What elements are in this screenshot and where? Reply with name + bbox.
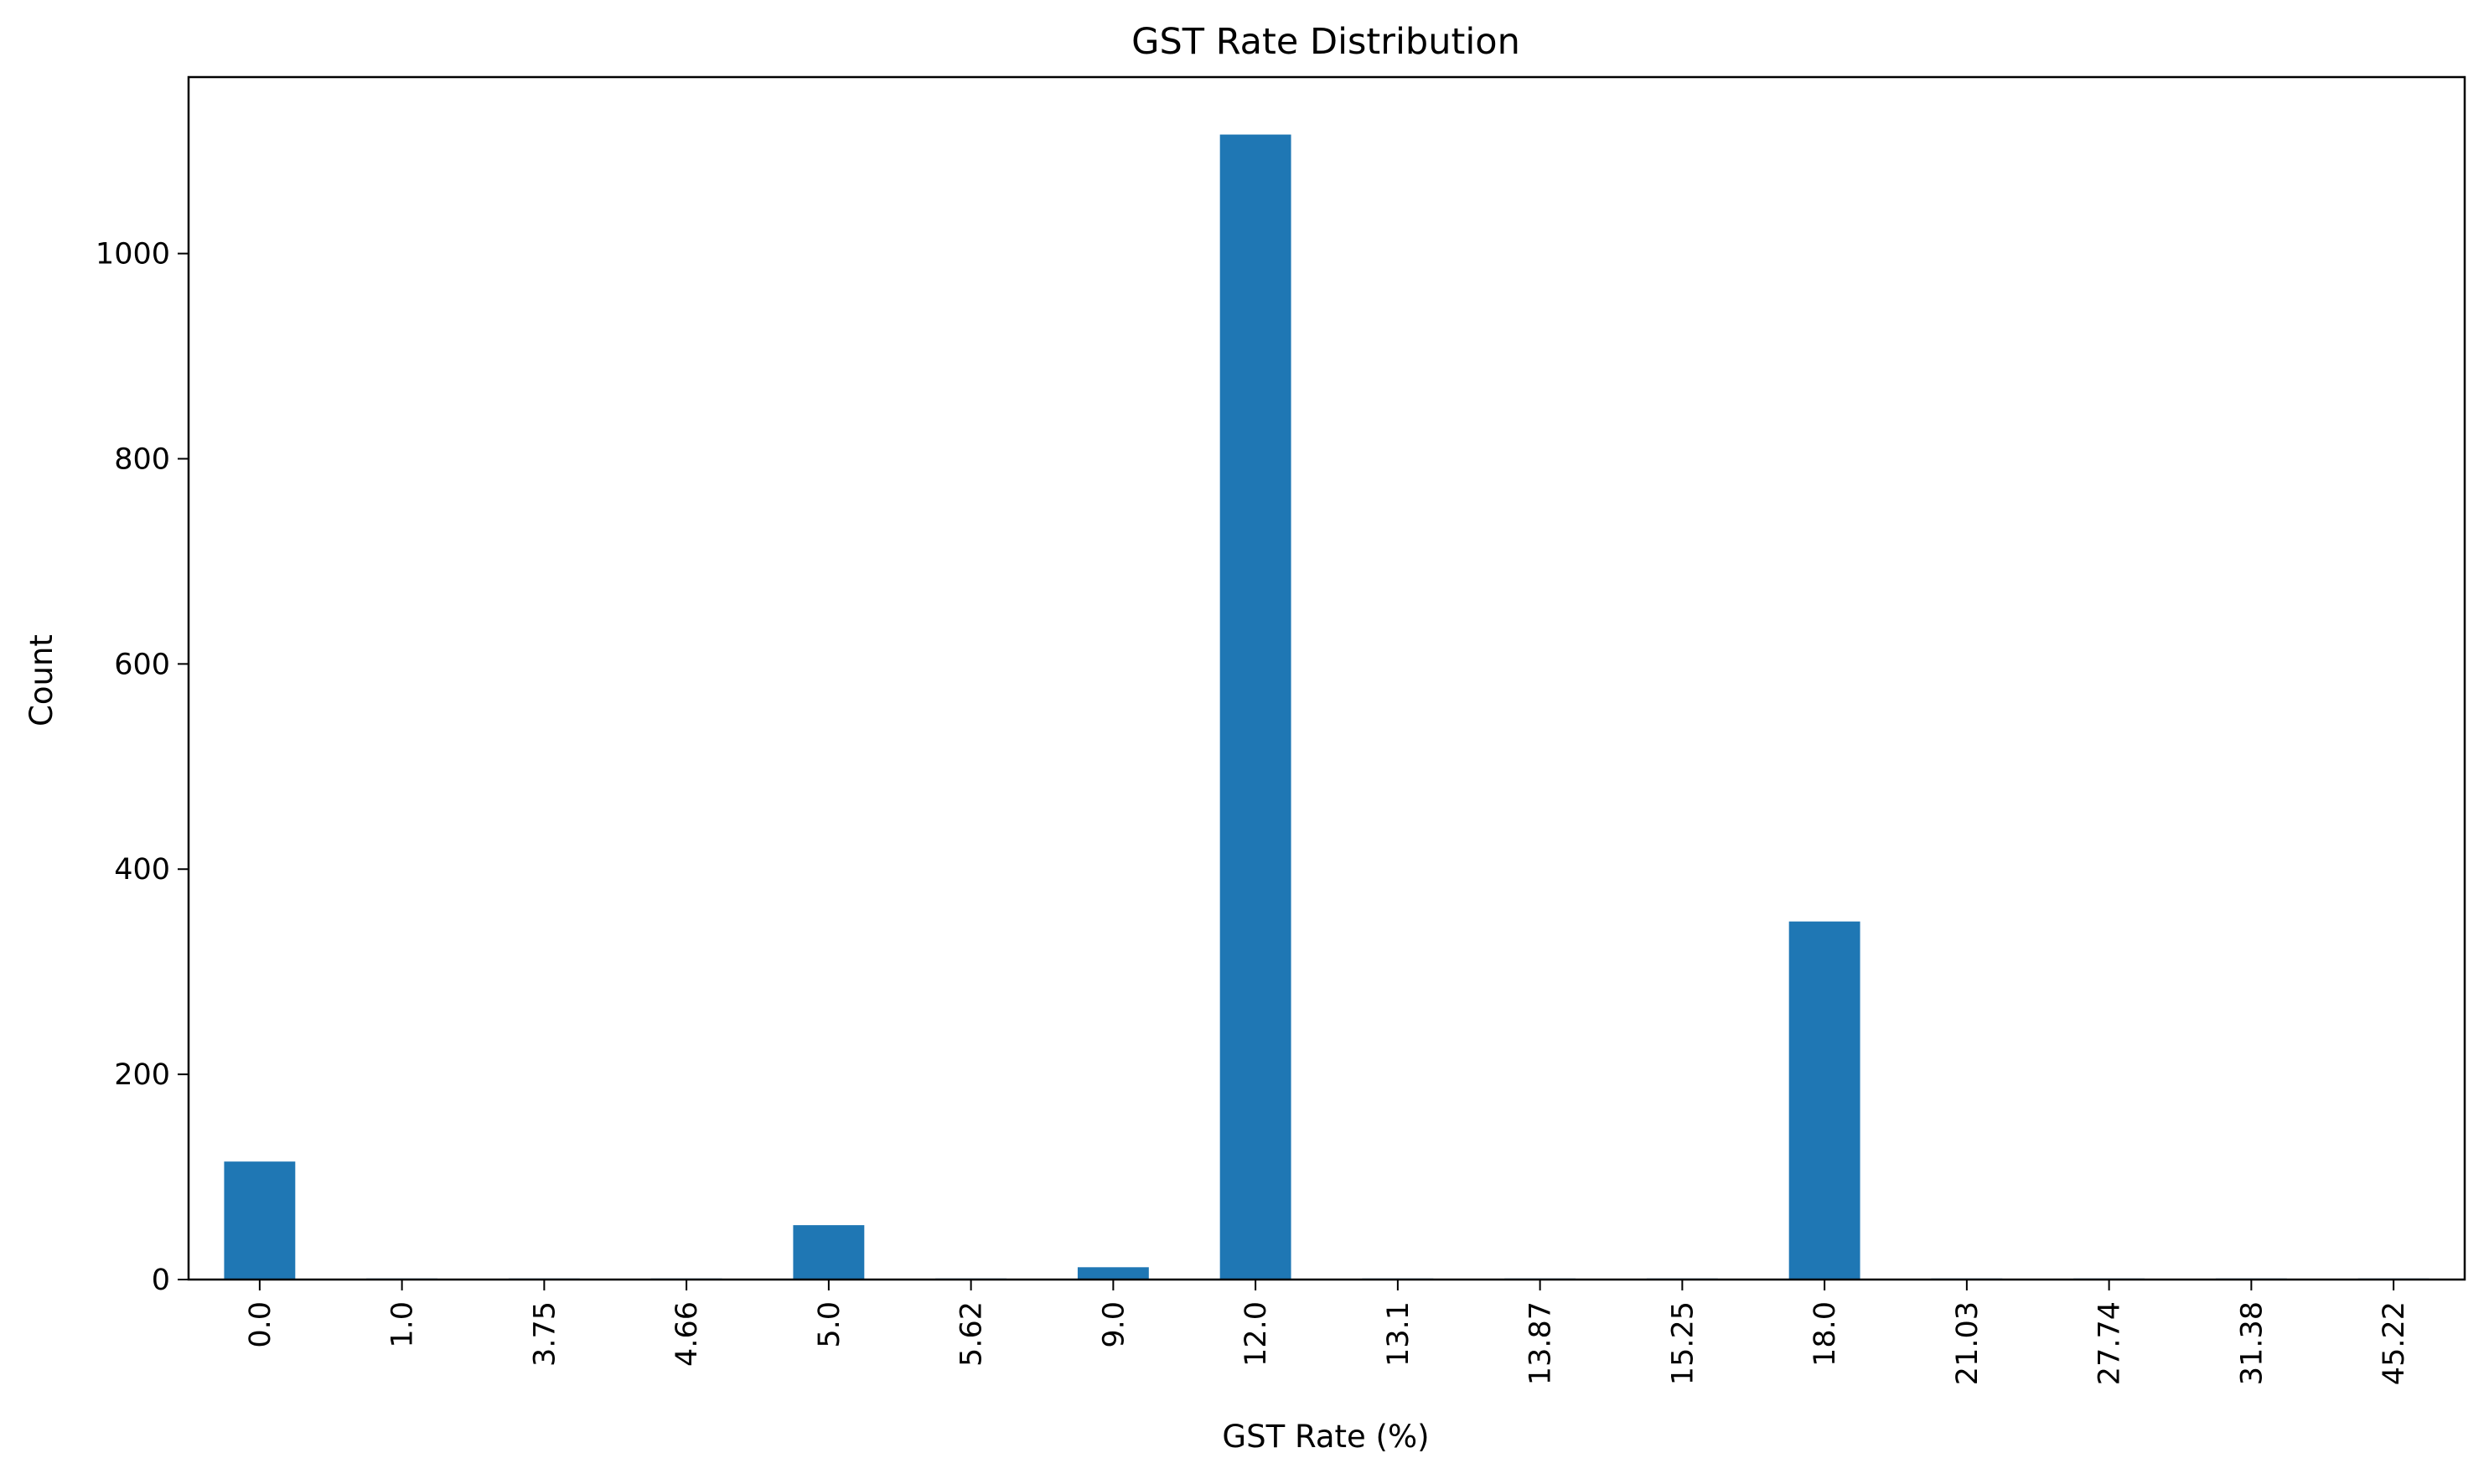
x-tick-label: 18.0 — [1809, 1301, 1842, 1367]
x-tick-label: 9.0 — [1097, 1301, 1131, 1348]
x-tick-label: 3.75 — [528, 1301, 561, 1367]
bar-5.0 — [793, 1225, 865, 1280]
x-axis-label: GST Rate (%) — [1222, 1419, 1429, 1455]
y-tick-label: 0 — [152, 1264, 170, 1297]
bars-group — [224, 134, 2429, 1280]
x-tick-label: 31.38 — [2235, 1301, 2269, 1385]
y-tick-label: 600 — [114, 648, 170, 681]
y-axis-label: Count — [23, 634, 60, 726]
x-tick-label: 45.22 — [2378, 1301, 2411, 1385]
y-tick-label: 800 — [114, 442, 170, 476]
bar-0.0 — [224, 1161, 296, 1280]
chart-title: GST Rate Distribution — [1131, 21, 1520, 63]
x-tick-label: 5.0 — [813, 1301, 846, 1348]
y-tick-label: 200 — [114, 1058, 170, 1092]
plot-frame — [187, 75, 2466, 1281]
x-tick-label: 4.66 — [670, 1301, 704, 1367]
x-tick-label: 0.0 — [244, 1301, 277, 1348]
x-axis-ticks: 0.0 1.0 3.75 4.66 5.0 5.62 9.0 12.0 13.1 13.87 15.… — [244, 1280, 2411, 1385]
x-tick-label: 12.0 — [1239, 1301, 1273, 1367]
x-tick-label: 27.74 — [2093, 1301, 2127, 1385]
y-tick-label: 400 — [114, 853, 170, 887]
bar-12.0 — [1219, 134, 1291, 1280]
x-tick-label: 13.1 — [1382, 1301, 1415, 1367]
x-tick-label: 5.62 — [955, 1301, 989, 1367]
bar-18.0 — [1788, 921, 1860, 1280]
y-tick-label: 1000 — [96, 238, 170, 271]
x-tick-label: 15.25 — [1666, 1301, 1700, 1385]
x-tick-label: 21.03 — [1951, 1301, 1984, 1385]
x-tick-label: 13.87 — [1524, 1301, 1558, 1385]
bar-9.0 — [1077, 1267, 1149, 1280]
x-tick-label: 1.0 — [386, 1301, 420, 1348]
y-axis-ticks: 0 200 400 600 800 1000 — [96, 238, 189, 1297]
